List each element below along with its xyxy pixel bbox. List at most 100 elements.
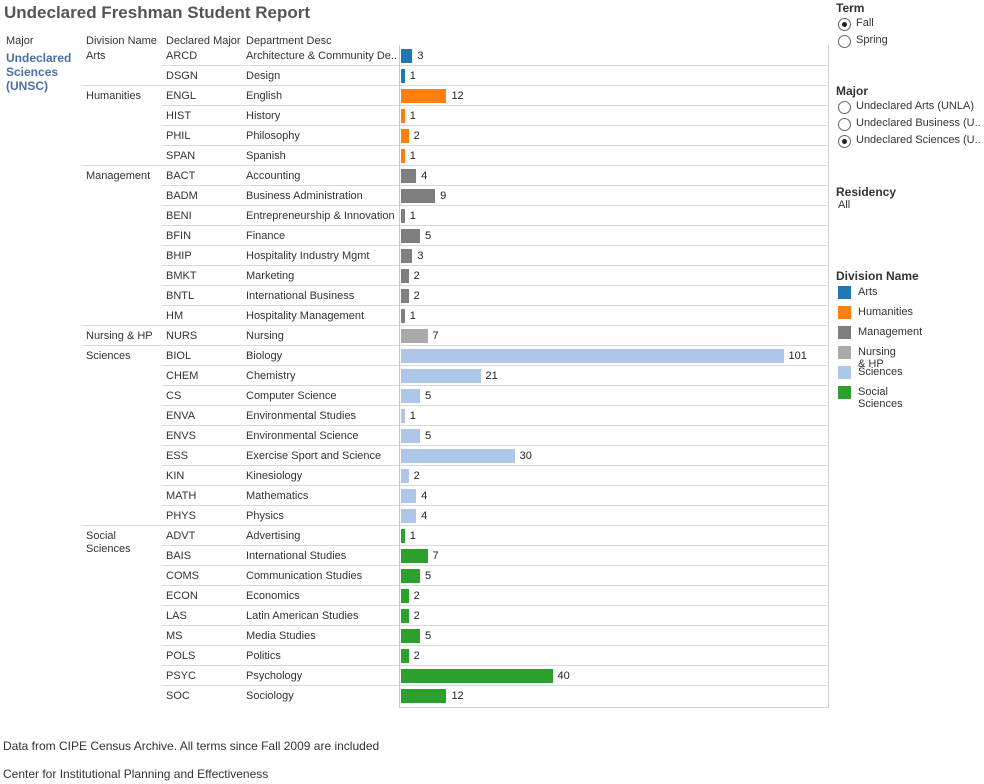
radio-selected-icon[interactable] xyxy=(838,135,851,148)
declared-major-code: BENI xyxy=(166,210,192,222)
radio-unselected-icon[interactable] xyxy=(838,35,851,48)
bar-badm[interactable] xyxy=(401,189,436,203)
table-row xyxy=(82,85,827,106)
table-row xyxy=(162,465,827,486)
bar-value-label: 5 xyxy=(424,230,432,242)
department-desc: Economics xyxy=(246,590,300,602)
bar-hm[interactable] xyxy=(401,309,405,323)
bar-ms[interactable] xyxy=(401,629,420,643)
table-row xyxy=(162,365,827,386)
department-desc: Media Studies xyxy=(246,630,316,642)
declared-major-code: ENVS xyxy=(166,430,196,442)
department-desc: History xyxy=(246,110,281,122)
bar-bntl[interactable] xyxy=(401,289,409,303)
bar-kin[interactable] xyxy=(401,469,409,483)
bar-chem[interactable] xyxy=(401,369,481,383)
term-filter-title: Term xyxy=(836,1,865,15)
table-row xyxy=(162,585,827,606)
department-desc: Hospitality Industry Mgmt xyxy=(246,250,370,262)
table-row xyxy=(82,165,827,186)
bar-econ[interactable] xyxy=(401,589,409,603)
bar-soc[interactable] xyxy=(401,689,447,703)
radio-unselected-icon[interactable] xyxy=(838,101,851,114)
department-desc: Entrepreneurship & Innovation xyxy=(246,210,395,222)
bar-value-label: 2 xyxy=(413,610,420,622)
bar-las[interactable] xyxy=(401,609,409,623)
header-declared-major: Declared Major xyxy=(166,35,241,47)
bar-biol[interactable] xyxy=(401,349,784,363)
bar-value-label: 1 xyxy=(409,110,416,122)
department-desc: Psychology xyxy=(246,670,303,682)
bar-advt[interactable] xyxy=(401,529,405,543)
term-option[interactable]: Fall xyxy=(838,17,984,33)
major-option[interactable]: Undeclared Arts (UNLA) xyxy=(838,100,984,116)
bar-psyc[interactable] xyxy=(401,669,553,683)
bar-engl[interactable] xyxy=(401,89,447,103)
declared-major-code: HIST xyxy=(166,110,192,122)
bar-value-label: 5 xyxy=(424,430,432,442)
bar-bact[interactable] xyxy=(401,169,417,183)
table-row xyxy=(162,625,827,646)
major-option-label: Undeclared Arts (UNLA) xyxy=(856,100,974,112)
bar-cs[interactable] xyxy=(401,389,420,403)
declared-major-code: BMKT xyxy=(166,270,197,282)
residency-filter-value[interactable]: All xyxy=(838,199,851,211)
bar-value-label: 12 xyxy=(451,90,464,102)
bar-math[interactable] xyxy=(401,489,417,503)
legend-label: Social Sciences xyxy=(858,386,903,410)
header-major: Major xyxy=(6,35,34,47)
department-desc: Architecture & Community De.. xyxy=(246,50,397,62)
declared-major-code: HM xyxy=(166,310,184,322)
department-desc: Accounting xyxy=(246,170,301,182)
major-option[interactable]: Undeclared Business (U.. xyxy=(838,117,984,133)
department-desc: Business Administration xyxy=(246,190,363,202)
bar-value-label: 7 xyxy=(432,330,439,342)
bar-phil[interactable] xyxy=(401,129,409,143)
bar-coms[interactable] xyxy=(401,569,420,583)
bar-arcd[interactable] xyxy=(401,49,413,63)
table-row xyxy=(162,605,827,626)
bar-value-label: 2 xyxy=(413,130,420,142)
legend-swatch-icon xyxy=(838,366,851,379)
table-row xyxy=(162,265,827,286)
legend-label: Management xyxy=(858,326,923,338)
radio-unselected-icon[interactable] xyxy=(838,118,851,131)
bar-bfin[interactable] xyxy=(401,229,420,243)
bar-bmkt[interactable] xyxy=(401,269,409,283)
bar-envs[interactable] xyxy=(401,429,420,443)
bar-beni[interactable] xyxy=(401,209,405,223)
bar-ess[interactable] xyxy=(401,449,515,463)
declared-major-code: ENGL xyxy=(166,90,196,102)
footer-org: Center for Institutional Planning and Ef… xyxy=(3,767,269,781)
major-option[interactable]: Undeclared Sciences (U.. xyxy=(838,134,984,150)
bar-value-label: 2 xyxy=(413,270,420,282)
table-row xyxy=(162,145,827,166)
term-option-label: Fall xyxy=(856,17,874,29)
bar-bais[interactable] xyxy=(401,549,428,563)
bar-pols[interactable] xyxy=(401,649,409,663)
radio-selected-icon[interactable] xyxy=(838,18,851,31)
bar-hist[interactable] xyxy=(401,109,405,123)
table-row xyxy=(162,505,827,526)
bar-bhip[interactable] xyxy=(401,249,413,263)
division-label: Humanities xyxy=(86,90,142,102)
bar-value-label: 3 xyxy=(417,250,424,262)
bar-phys[interactable] xyxy=(401,509,417,523)
bar-chart-area: 3 1 12 1 2 1 4 9 1 5 3 2 2 1 7 101 21 5 1 5 30 2 4 4 1 7 5 2 2 5 2 40 12 xyxy=(399,45,829,708)
declared-major-code: COMS xyxy=(166,570,199,582)
bar-enva[interactable] xyxy=(401,409,405,423)
declared-major-code: NURS xyxy=(166,330,198,342)
department-desc: Spanish xyxy=(246,150,286,162)
bar-value-label: 9 xyxy=(440,190,447,202)
term-option[interactable]: Spring xyxy=(838,34,984,50)
table-row xyxy=(162,65,827,86)
bar-value-label: 4 xyxy=(421,490,428,502)
bar-value-label: 1 xyxy=(409,410,416,422)
bar-span[interactable] xyxy=(401,149,405,163)
department-desc: Environmental Studies xyxy=(246,410,357,422)
department-desc: Latin American Studies xyxy=(246,610,359,622)
bar-value-label: 2 xyxy=(413,290,420,302)
bar-dsgn[interactable] xyxy=(401,69,405,83)
bar-nurs[interactable] xyxy=(401,329,428,343)
major-option-label: Undeclared Sciences (U.. xyxy=(856,134,981,146)
